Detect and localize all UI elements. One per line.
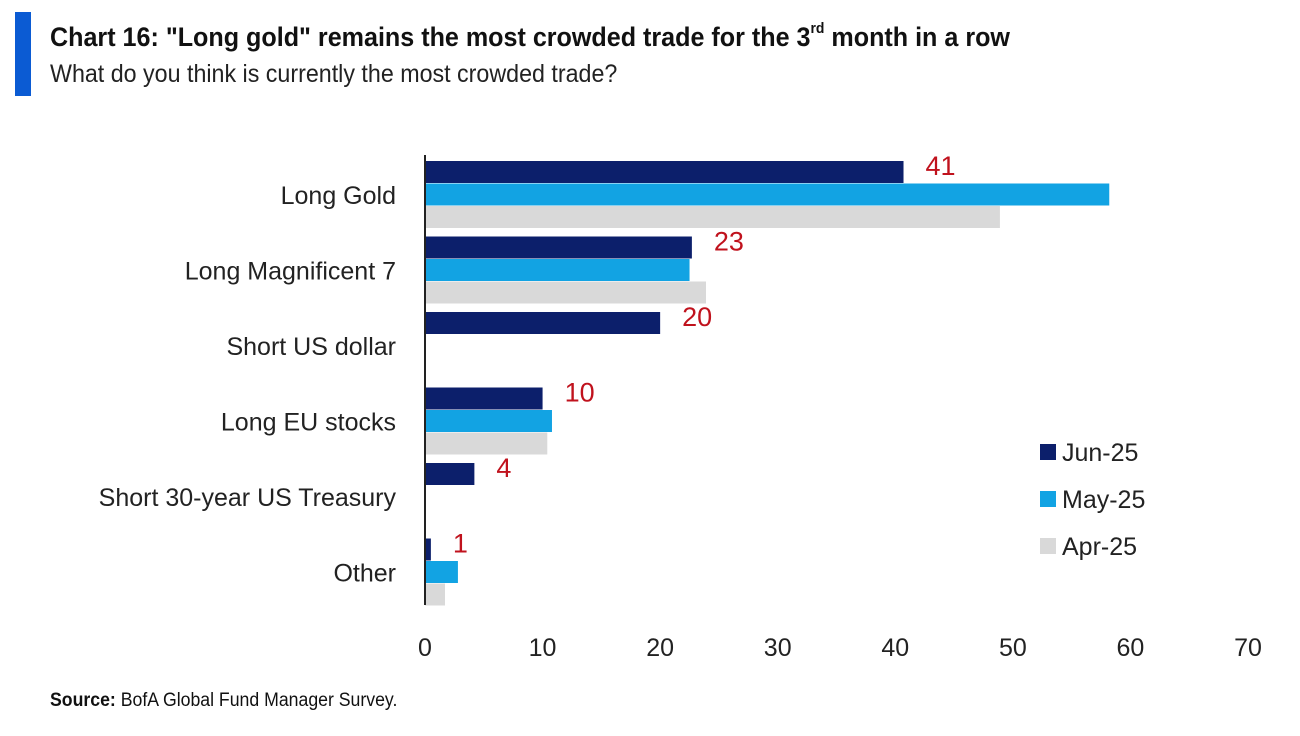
chart-subtitle: What do you think is currently the most … — [50, 60, 618, 88]
x-tick-label: 40 — [881, 634, 909, 662]
bar-jun-25 — [425, 538, 431, 561]
legend-label: Apr-25 — [1062, 533, 1137, 561]
bar-apr-25 — [425, 206, 1000, 228]
category-label: Long Magnificent 7 — [185, 257, 396, 285]
x-tick-label: 50 — [999, 634, 1027, 662]
x-tick-label: 20 — [646, 634, 674, 662]
category-label: Short US dollar — [226, 333, 396, 361]
bar-apr-25 — [425, 281, 706, 304]
category-label: Short 30-year US Treasury — [99, 484, 397, 512]
data-label: 10 — [565, 378, 595, 408]
category-label: Long EU stocks — [221, 408, 396, 436]
legend-label: Jun-25 — [1062, 439, 1138, 467]
source-note: Source: BofA Global Fund Manager Survey. — [50, 690, 398, 711]
bar-apr-25 — [425, 432, 548, 455]
bar-apr-25 — [425, 583, 445, 606]
category-label: Other — [333, 559, 396, 587]
x-tick-label: 70 — [1234, 634, 1262, 662]
accent-bar — [15, 12, 31, 96]
legend-label: May-25 — [1062, 486, 1145, 514]
bar-jun-25 — [425, 387, 543, 410]
category-label: Long Gold — [281, 182, 396, 210]
bar-jun-25 — [425, 463, 475, 485]
data-label: 1 — [453, 529, 468, 559]
bar-may-25 — [425, 259, 690, 281]
x-tick-label: 30 — [764, 634, 792, 662]
x-tick-label: 60 — [1117, 634, 1145, 662]
bar-jun-25 — [425, 236, 692, 259]
legend-swatch-apr-25 — [1040, 538, 1056, 554]
x-tick-label: 10 — [529, 634, 557, 662]
legend-swatch-jun-25 — [1040, 444, 1056, 460]
data-label: 20 — [682, 302, 712, 332]
data-label: 23 — [714, 227, 744, 257]
data-label: 41 — [926, 151, 956, 181]
x-tick-label: 0 — [418, 634, 432, 662]
bar-jun-25 — [425, 312, 661, 334]
bar-may-25 — [425, 410, 552, 432]
legend-swatch-may-25 — [1040, 491, 1056, 507]
bar-may-25 — [425, 561, 458, 583]
bar-jun-25 — [425, 161, 904, 183]
chart-title: Chart 16: "Long gold" remains the most c… — [50, 20, 1010, 52]
data-label: 4 — [496, 453, 511, 483]
bar-may-25 — [425, 183, 1110, 206]
